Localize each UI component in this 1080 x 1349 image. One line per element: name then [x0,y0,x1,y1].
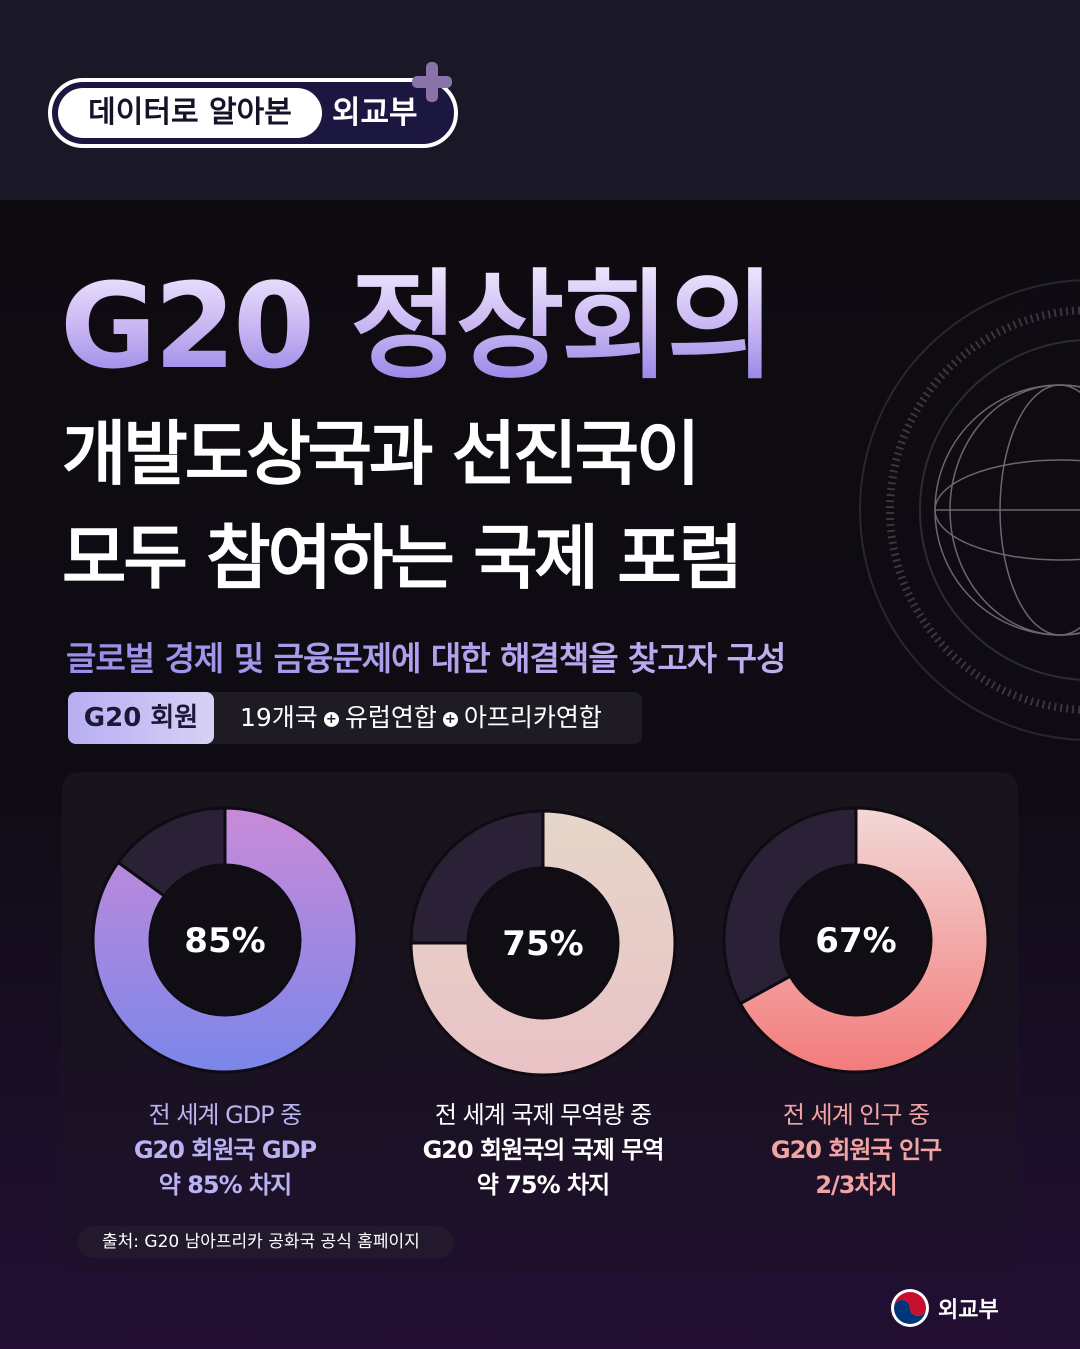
donut-center-label: 75% [502,924,583,964]
footer-logo: 외교부 [890,1288,999,1328]
members-list: 19개국 + 유럽연합 + 아프리카연합 [240,692,640,744]
taegeuk-icon [891,1289,929,1327]
donut-caption: 전 세계 GDP 중 G20 회원국 GDP 약 85% 차지 [75,1098,375,1203]
caption-line: 전 세계 인구 중 [782,1101,930,1129]
member-eu: 유럽연합 [344,703,437,732]
caption-line: 약 75% 차지 [476,1171,610,1199]
globe-icon [859,279,1080,741]
plus-icon: + [442,711,458,727]
source-note: 출처: G20 남아프리카 공화국 공식 홈페이지 [78,1226,454,1258]
footer-org: 외교부 [938,1298,999,1323]
donut-hole [781,865,931,1015]
caption-line: 전 세계 국제 무역량 중 [434,1101,652,1129]
tagline: 글로벌 경제 및 금융문제에 대한 해결책을 찾고자 구성 [66,632,1026,680]
series-badge: 데이터로 알아본 외교부 [48,78,458,148]
donut-center-label: 85% [184,921,265,961]
caption-line: 전 세계 GDP 중 [148,1101,303,1129]
subtitle-line-2: 모두 참여하는 국제 포럼 [62,517,743,599]
member-au: 아프리카연합 [463,703,602,732]
plus-icon [412,62,452,102]
plus-icon: + [323,711,339,727]
org-label: 외교부 [332,95,418,131]
donut-caption: 전 세계 인구 중 G20 회원국 인구 2/3차지 [706,1098,1006,1203]
donut-hole [468,868,618,1018]
donut-hole [150,865,300,1015]
donut-center-label: 67% [815,921,896,961]
caption-line: G20 회원국의 국제 무역 [422,1136,665,1164]
subtitle-line-1: 개발도상국과 선진국이 [62,413,700,495]
members-bar: G20 회원 19개국 + 유럽연합 + 아프리카연합 [68,692,642,744]
caption-line: G20 회원국 GDP [133,1136,317,1164]
caption-line: 약 85% 차지 [158,1171,292,1199]
member-countries: 19개국 [240,703,318,732]
members-label: G20 회원 [68,692,214,744]
caption-line: G20 회원국 인구 [770,1136,942,1164]
page-title: G20 정상회의 [60,261,1020,392]
series-label: 데이터로 알아본 [58,88,322,138]
caption-line: 2/3차지 [815,1171,897,1199]
